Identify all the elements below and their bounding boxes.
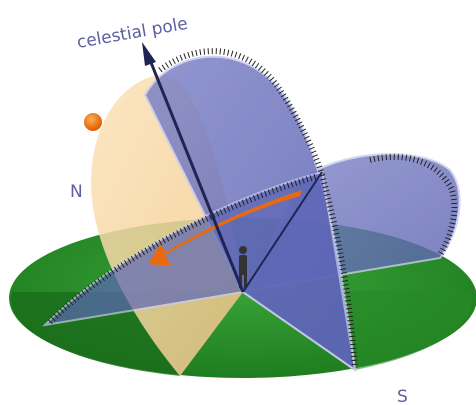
sun — [84, 113, 102, 131]
pole-axis — [148, 59, 245, 293]
motion-arrow — [148, 190, 302, 266]
south-label: S — [397, 387, 408, 405]
observer — [239, 246, 247, 288]
pole-arrowhead — [142, 42, 156, 66]
zenith-line — [242, 171, 323, 293]
degree-scale — [319, 174, 358, 369]
north-label: N — [70, 182, 83, 202]
pole-label: celestial pole — [75, 14, 189, 53]
